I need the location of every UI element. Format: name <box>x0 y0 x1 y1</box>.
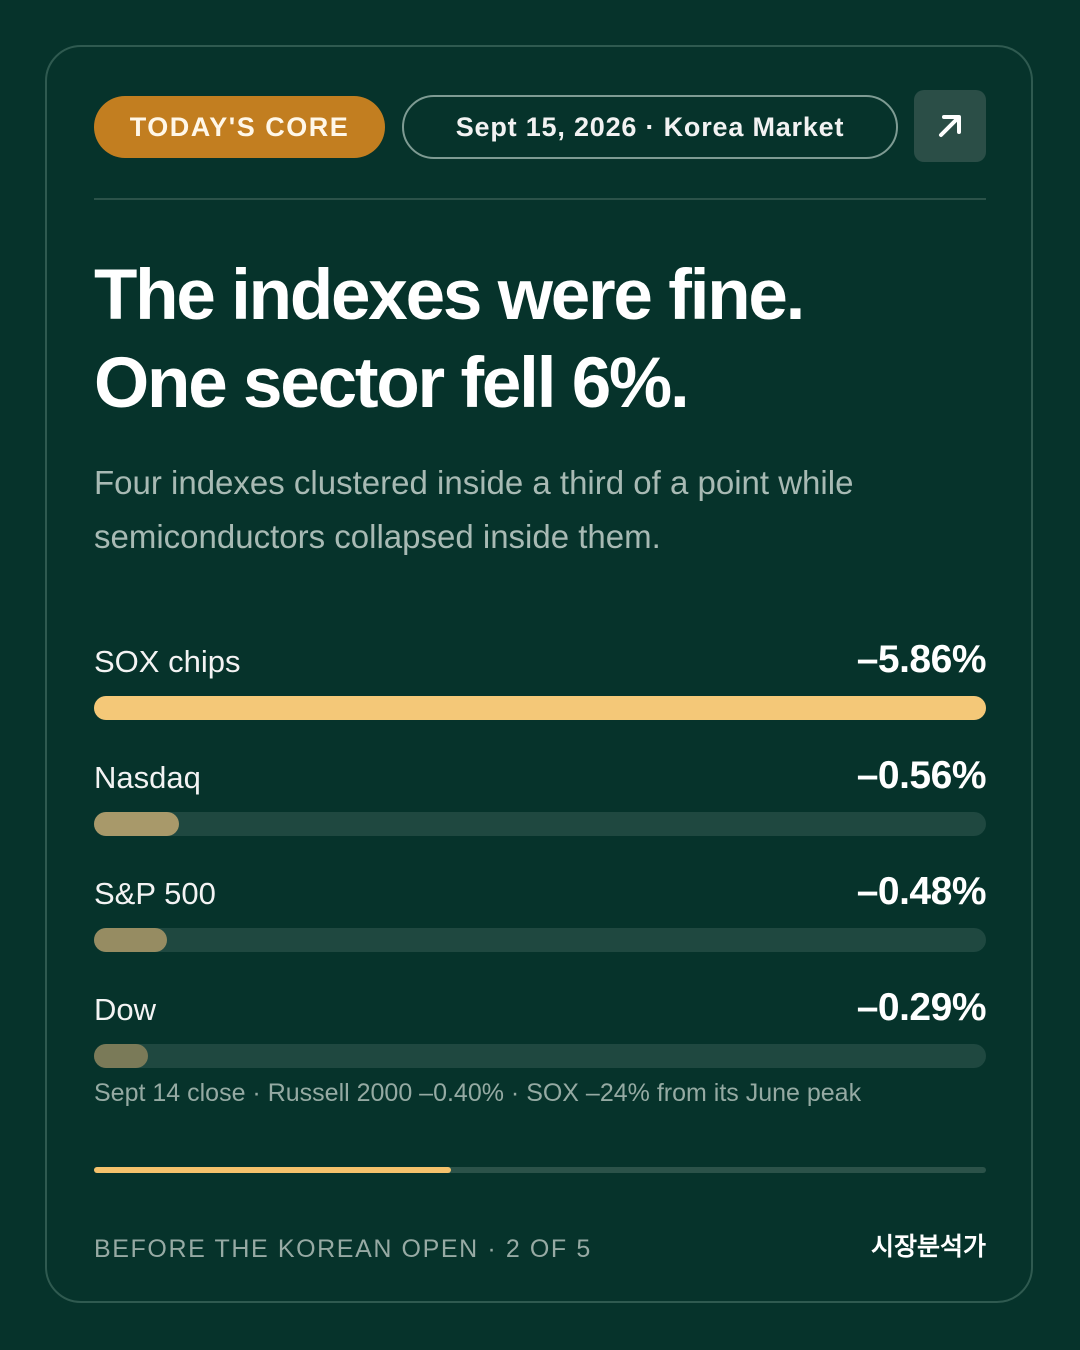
todays-core-badge: TODAY'S CORE <box>94 96 385 158</box>
subtitle-line-1: Four indexes clustered inside a third of… <box>94 464 854 501</box>
bar-track <box>94 812 986 836</box>
bar-value-label: –0.29% <box>856 986 987 1029</box>
footer-section-label: BEFORE THE KOREAN OPEN · 2 OF 5 <box>94 1235 592 1263</box>
bar-value-label: –0.48% <box>856 870 987 913</box>
date-market-pill: Sept 15, 2026 · Korea Market <box>402 95 898 159</box>
open-link-button[interactable] <box>914 90 986 162</box>
headline-line-1: The indexes were fine. <box>94 256 805 335</box>
headline-line-2: One sector fell 6%. <box>94 344 690 423</box>
story-card <box>45 45 1033 1303</box>
bar-track <box>94 696 986 720</box>
bar-label: Nasdaq <box>94 760 201 795</box>
headline: The indexes were fine. One sector fell 6… <box>94 252 986 428</box>
bar-row: SOX chips –5.86% <box>94 638 987 720</box>
bar-track <box>94 1044 986 1068</box>
bar-row: Nasdaq –0.56% <box>94 754 987 836</box>
bar-fill <box>94 1044 148 1068</box>
card-header: TODAY'S CORE Sept 15, 2026 · Korea Marke… <box>94 90 986 162</box>
bar-track <box>94 928 986 952</box>
bar-fill <box>94 812 180 836</box>
header-divider <box>94 198 986 200</box>
arrow-up-right-icon <box>939 115 961 137</box>
author-name: 시장분석가 <box>870 1233 986 1261</box>
subtitle: Four indexes clustered inside a third of… <box>94 456 974 564</box>
bar-label: S&P 500 <box>94 876 216 911</box>
bar-value-label: –0.56% <box>856 754 987 797</box>
bar-value-label: –5.86% <box>856 638 987 681</box>
bar-label: Dow <box>94 992 157 1027</box>
bar-label: SOX chips <box>94 644 241 679</box>
bar-fill <box>94 696 986 720</box>
bar-row: S&P 500 –0.48% <box>94 870 987 952</box>
story-progress-fill <box>94 1167 451 1173</box>
bar-row: Dow –0.29% <box>94 986 987 1068</box>
subtitle-line-2: semiconductors collapsed inside them. <box>94 518 661 555</box>
footnote: Sept 14 close · Russell 2000 –0.40% · SO… <box>94 1079 862 1107</box>
bar-fill <box>94 928 168 952</box>
story-progress-track <box>94 1167 986 1173</box>
